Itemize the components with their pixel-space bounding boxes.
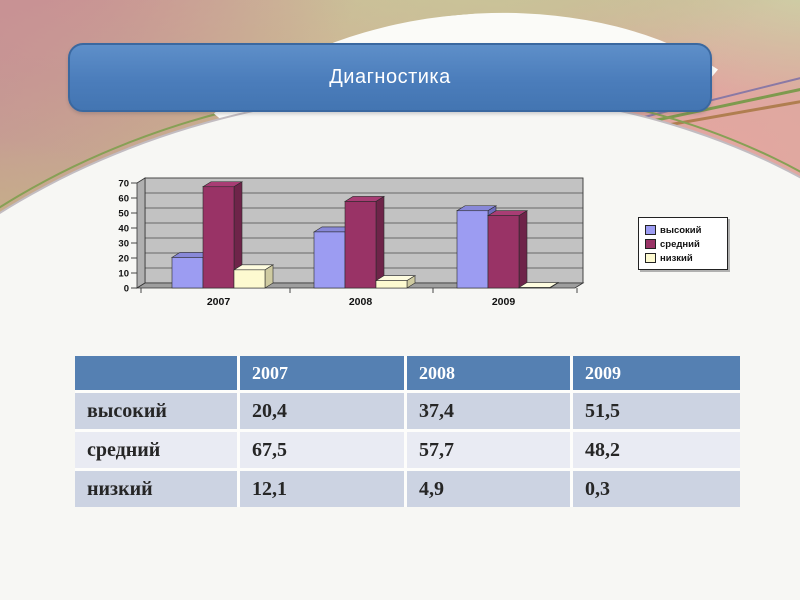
table-cell: 51,5 [573, 393, 740, 429]
bar-2009-s1 [487, 215, 520, 289]
table-row-label: низкий [75, 471, 237, 507]
table-cell: 0,3 [573, 471, 740, 507]
y-axis-label: 60 [118, 193, 129, 204]
legend-swatch-low [645, 253, 656, 263]
y-axis-label: 50 [118, 208, 129, 219]
table-cell: 48,2 [573, 432, 740, 468]
y-axis-label: 70 [118, 178, 129, 189]
bar-2008-s0 [313, 231, 346, 289]
y-axis-label: 30 [118, 238, 129, 249]
bar-2007-s1 [202, 186, 235, 289]
table-cell: 4,9 [407, 471, 570, 507]
table-cell: 37,4 [407, 393, 570, 429]
bar-side-2009-s1 [518, 210, 528, 289]
chart-left-wall [136, 177, 146, 289]
table-header-empty [75, 356, 237, 390]
table-cell: 67,5 [240, 432, 404, 468]
table-header-2008: 2008 [407, 356, 570, 390]
title-box: Диагностика [68, 43, 712, 112]
y-axis-label: 40 [118, 223, 129, 234]
legend-swatch-medium [645, 239, 656, 249]
table-cell: 12,1 [240, 471, 404, 507]
bar-2008-s1 [344, 201, 377, 289]
x-axis-label: 2008 [349, 296, 373, 308]
legend-item-medium: средний [645, 237, 722, 251]
bar-chart: 0 10 20 30 40 50 60 70 2007 2008 2009 [118, 177, 585, 308]
table-header-2007: 2007 [240, 356, 404, 390]
bar-2008-s2 [375, 280, 408, 289]
bar-side-2008-s1 [375, 195, 385, 289]
legend-item-high: высокий [645, 223, 722, 237]
x-axis-label: 2007 [207, 296, 231, 308]
bar-2007-s0 [171, 257, 204, 289]
table-row-label: высокий [75, 393, 237, 429]
data-table: 2007 2008 2009 высокий 20,4 37,4 51,5 ср… [75, 356, 740, 507]
table-cell: 57,7 [407, 432, 570, 468]
y-axis-label: 10 [118, 268, 129, 279]
table-row-label: средний [75, 432, 237, 468]
chart-legend: высокий средний низкий [638, 217, 728, 270]
table-cell: 20,4 [240, 393, 404, 429]
legend-label-medium: средний [660, 238, 700, 250]
y-axis-label: 20 [118, 253, 129, 264]
x-axis-label: 2009 [492, 296, 516, 308]
legend-swatch-high [645, 225, 656, 235]
page-title: Диагностика [329, 66, 451, 88]
bar-2007-s2 [233, 269, 266, 289]
legend-item-low: низкий [645, 251, 722, 265]
bar-2009-s0 [456, 210, 489, 289]
table-header-2009: 2009 [573, 356, 740, 390]
y-axis-label: 0 [124, 283, 129, 294]
legend-label-low: низкий [660, 252, 693, 264]
legend-label-high: высокий [660, 224, 702, 236]
